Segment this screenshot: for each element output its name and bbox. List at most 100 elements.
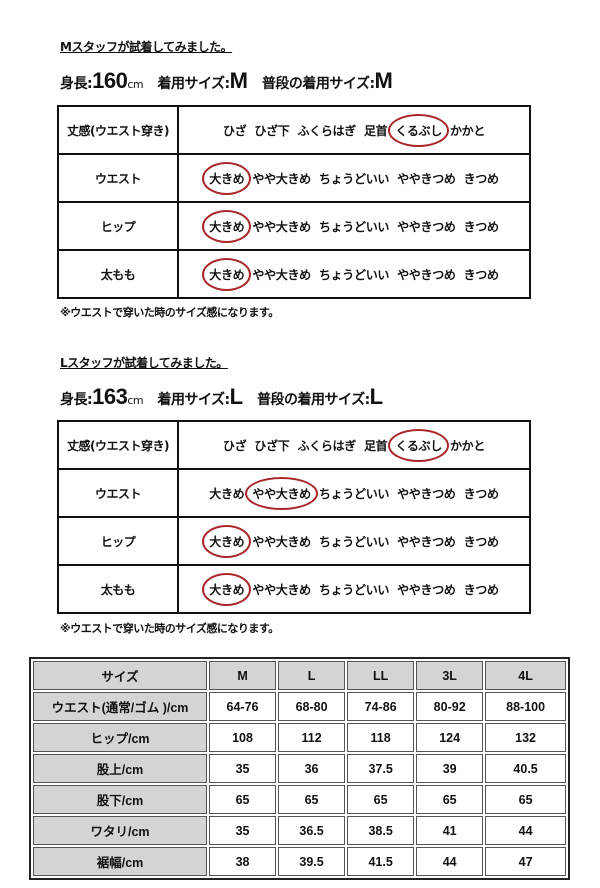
fit-row-options: ひざ ひざ下 ふくらはぎ 足首 くるぶし かかと xyxy=(177,105,531,155)
option: きつめ xyxy=(463,582,499,597)
option: やや大きめ xyxy=(252,267,311,282)
option: 足首 xyxy=(363,123,388,138)
height-value: 163 xyxy=(92,384,128,409)
m-staff-fit-table: 丈感(ウエスト穿き) ひざ ひざ下 ふくらはぎ 足首 くるぶし かかと ウエスト 大きめ やや大き… xyxy=(57,105,531,299)
option: やや大きめ xyxy=(252,582,311,597)
option: ひざ下 xyxy=(254,123,290,138)
fit-row: 太もも 大きめ やや大きめ ちょうどいい ややきつめ きつめ xyxy=(57,249,531,299)
fit-row-label: 太もも xyxy=(57,564,179,614)
size-cell: 35 xyxy=(209,816,277,845)
size-header-row: サイズ M L LL 3L 4L xyxy=(33,661,566,690)
usual-size-label: 普段の着用サイズ: xyxy=(261,76,375,92)
size-cell: 37.5 xyxy=(347,754,415,783)
option: ややきつめ xyxy=(397,219,456,234)
size-cell: 44 xyxy=(416,847,484,876)
size-cell: 40.5 xyxy=(485,754,566,783)
option: ひざ xyxy=(222,123,247,138)
fit-row: 丈感(ウエスト穿き) ひざ ひざ下 ふくらはぎ 足首 くるぶし かかと xyxy=(57,105,531,155)
height-value: 160 xyxy=(92,68,128,93)
size-cell: 65 xyxy=(209,785,277,814)
option: ひざ xyxy=(222,438,247,453)
option: ややきつめ xyxy=(397,267,456,282)
usual-size-value: M xyxy=(374,68,393,93)
option: かかと xyxy=(449,438,486,453)
option: きつめ xyxy=(463,486,499,501)
selected-option: 大きめ xyxy=(202,524,252,558)
size-cell: 65 xyxy=(347,785,415,814)
size-cell: 68-80 xyxy=(278,692,346,721)
fit-row-label: ヒップ xyxy=(57,201,179,251)
size-cell: 74-86 xyxy=(347,692,415,721)
fit-row-label: 丈感(ウエスト穿き) xyxy=(57,105,179,155)
fit-row-options: 大きめ やや大きめ ちょうどいい ややきつめ きつめ xyxy=(177,201,531,251)
size-row: ワタリ/cm 35 36.5 38.5 41 44 xyxy=(33,816,566,845)
fit-row-label: ヒップ xyxy=(57,516,179,566)
selected-option: 大きめ xyxy=(202,257,252,291)
option: ふくらはぎ xyxy=(297,438,356,453)
size-cell: 38 xyxy=(209,847,277,876)
size-row: 裾幅/cm 38 39.5 41.5 44 47 xyxy=(33,847,566,876)
fit-row-label: 太もも xyxy=(57,249,179,299)
size-chart-table: サイズ M L LL 3L 4L ウエスト(通常/ゴム )/cm 64-76 68-80 74-8… xyxy=(29,657,570,880)
option: ややきつめ xyxy=(397,534,456,549)
option: やや大きめ xyxy=(252,219,311,234)
l-staff-fit-table: 丈感(ウエスト穿き) ひざ ひざ下 ふくらはぎ 足首 くるぶし かかと ウエスト 大きめ やや大き… xyxy=(57,420,531,614)
size-cell: 108 xyxy=(209,723,277,752)
l-staff-note: ※ウエストで穿いた時のサイズ感になります。 xyxy=(60,622,279,635)
height-unit: cm xyxy=(127,78,144,91)
option: ちょうどいい xyxy=(318,582,390,597)
size-row: 股下/cm 65 65 65 65 65 xyxy=(33,785,566,814)
option: 大きめ xyxy=(209,486,245,501)
l-staff-height-line: 身長:163cm 着用サイズ:L 普段の着用サイズ:L xyxy=(60,384,383,410)
selected-option: くるぶし xyxy=(388,113,449,147)
selected-option: 大きめ xyxy=(202,209,252,243)
option: ふくらはぎ xyxy=(297,123,356,138)
selected-option: 大きめ xyxy=(202,161,252,195)
selected-option: 大きめ xyxy=(202,572,252,606)
usual-size-label: 普段の着用サイズ: xyxy=(256,392,370,408)
option: やや大きめ xyxy=(252,171,311,186)
option: ちょうどいい xyxy=(318,486,390,501)
fit-row-options: 大きめ やや大きめ ちょうどいい ややきつめ きつめ xyxy=(177,249,531,299)
option: かかと xyxy=(449,123,486,138)
m-staff-height-line: 身長:160cm 着用サイズ:M 普段の着用サイズ:M xyxy=(60,68,393,94)
size-cell: 36 xyxy=(278,754,346,783)
size-row-label: 股下/cm xyxy=(33,785,207,814)
fit-row-options: 大きめ やや大きめ ちょうどいい ややきつめ きつめ xyxy=(177,516,531,566)
size-row-label: ワタリ/cm xyxy=(33,816,207,845)
fit-row: ヒップ 大きめ やや大きめ ちょうどいい ややきつめ きつめ xyxy=(57,201,531,251)
worn-size-label: 着用サイズ: xyxy=(157,392,230,408)
size-cell: 65 xyxy=(485,785,566,814)
selected-option: くるぶし xyxy=(388,428,449,462)
fit-row: ウエスト 大きめ やや大きめ ちょうどいい ややきつめ きつめ xyxy=(57,468,531,518)
option: きつめ xyxy=(463,219,499,234)
option: ちょうどいい xyxy=(318,219,390,234)
selected-option: やや大きめ xyxy=(245,476,318,510)
size-cell: 132 xyxy=(485,723,566,752)
height-unit: cm xyxy=(127,394,144,407)
option: やや大きめ xyxy=(252,534,311,549)
size-cell: 64-76 xyxy=(209,692,277,721)
size-cell: 88-100 xyxy=(485,692,566,721)
fit-row-label: ウエスト xyxy=(57,468,179,518)
option: ちょうどいい xyxy=(318,171,390,186)
option: ひざ下 xyxy=(254,438,290,453)
m-staff-note: ※ウエストで穿いた時のサイズ感になります。 xyxy=(60,306,279,319)
size-header-cell: サイズ xyxy=(33,661,207,690)
size-row-label: ウエスト(通常/ゴム )/cm xyxy=(33,692,207,721)
size-header-cell: LL xyxy=(347,661,415,690)
option: きつめ xyxy=(463,267,499,282)
option: ちょうどいい xyxy=(318,534,390,549)
l-staff-title: Lスタッフが試着してみました。 xyxy=(60,356,228,370)
option: ややきつめ xyxy=(397,171,456,186)
size-row-label: ヒップ/cm xyxy=(33,723,207,752)
size-row: ヒップ/cm 108 112 118 124 132 xyxy=(33,723,566,752)
usual-size-value: L xyxy=(369,384,383,409)
size-cell: 39.5 xyxy=(278,847,346,876)
size-header-cell: M xyxy=(209,661,277,690)
height-label: 身長: xyxy=(60,392,93,408)
fit-row-options: 大きめ やや大きめ ちょうどいい ややきつめ きつめ xyxy=(177,564,531,614)
size-cell: 41.5 xyxy=(347,847,415,876)
size-cell: 80-92 xyxy=(416,692,484,721)
size-cell: 118 xyxy=(347,723,415,752)
